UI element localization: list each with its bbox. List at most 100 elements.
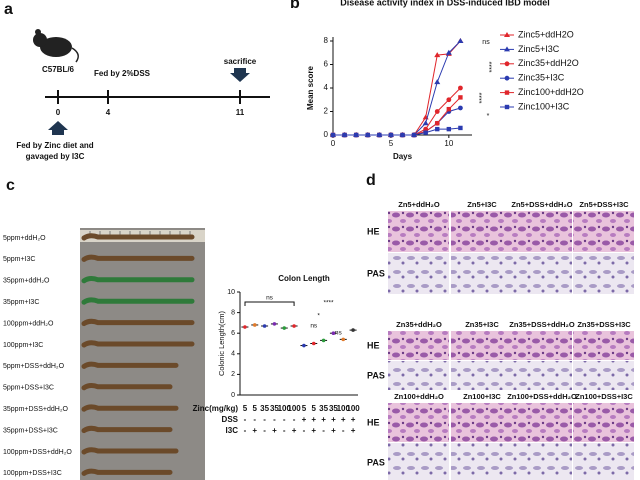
histology-image (451, 211, 512, 252)
table-cell: + (311, 415, 316, 424)
y-axis-label: Mean score (306, 65, 315, 110)
stain-label: PAS (367, 268, 385, 278)
y-axis-label: Colonic Length(cm) (217, 310, 226, 376)
photo-label: 100ppm+I3C (3, 342, 43, 349)
photo-label: 5ppm+DSS+I3C (3, 385, 54, 392)
y-tick-label: 2 (231, 371, 235, 378)
table-cell: + (351, 426, 356, 435)
stain-label: HE (367, 340, 380, 350)
dot (341, 337, 346, 342)
strain-label: C57BL/6 (42, 65, 75, 74)
table-label: DSS (222, 415, 239, 424)
histology-image (573, 253, 634, 294)
table-cell: 35 (319, 404, 328, 413)
table-cell: + (331, 426, 336, 435)
histology-image (511, 331, 572, 360)
diet-label: gavaged by I3C (26, 152, 85, 161)
timepoint: 11 (236, 108, 245, 117)
y-tick-label: 4 (231, 351, 235, 358)
colon (81, 297, 195, 305)
histology-image (451, 331, 512, 360)
mouse-icon (33, 29, 79, 63)
legend-label: Zinc35+ddH2O (518, 58, 579, 68)
significance: ns (266, 295, 274, 302)
significance: **** (479, 92, 486, 103)
histology-image (451, 253, 512, 294)
y-tick-label: 6 (324, 60, 329, 69)
photo-label: 100ppm+DSS+I3C (3, 470, 62, 477)
dot (311, 341, 316, 346)
colon (81, 340, 195, 348)
histology-header: Zn35+ddH₂O (396, 320, 442, 329)
series-line (333, 87, 461, 136)
colon (81, 276, 195, 284)
end-label: sacrifice (224, 57, 257, 66)
photo-label: 5ppm+DSS+ddH₂O (3, 363, 65, 370)
photo-label: 5ppm+I3C (3, 256, 36, 263)
dot (331, 331, 336, 336)
histology-header: Zn35+I3C (465, 320, 499, 329)
legend-label: Zinc5+ddH2O (518, 29, 574, 39)
legend-marker (504, 61, 510, 67)
series-line (333, 127, 461, 136)
colon (81, 361, 179, 369)
histology-image (511, 403, 572, 442)
marker (458, 125, 463, 131)
y-tick-label: 8 (324, 36, 329, 45)
marker (458, 95, 463, 100)
photo-label: 35ppm+ddH₂O (3, 278, 50, 285)
timepoint: 4 (106, 108, 111, 117)
histology-header: Zn5+I3C (467, 200, 497, 209)
dot (282, 326, 287, 330)
colon (81, 425, 173, 434)
histology-header: Zn100+ddH₂O (394, 392, 444, 401)
table-cell: + (351, 415, 356, 424)
table-cell: 35 (270, 404, 279, 413)
bracket (244, 301, 295, 306)
chart-title: Disease activity index in DSS-induced IB… (340, 0, 550, 7)
axis (239, 292, 358, 396)
histology-image (388, 253, 449, 294)
colon (81, 233, 195, 241)
table-label: I3C (226, 426, 239, 435)
stain-label: HE (367, 226, 380, 236)
chart-title: Colon Length (278, 274, 330, 283)
legend-marker (504, 46, 510, 52)
histology-header: Zn5+DSS+ddH₂O (511, 200, 572, 209)
colon (81, 468, 173, 476)
dot (272, 322, 277, 326)
table-cell: - (253, 415, 256, 424)
colon (81, 447, 179, 455)
marker (446, 126, 452, 132)
legend-marker (504, 90, 510, 95)
histology-image (451, 443, 512, 480)
up-arrow (48, 121, 68, 135)
marker (446, 106, 452, 112)
marker (458, 85, 463, 91)
dot (252, 323, 257, 327)
legend-label: Zinc100+ddH2O (518, 87, 584, 97)
table-cell: + (321, 415, 326, 424)
legend-marker (504, 32, 510, 37)
table-cell: - (273, 415, 276, 424)
series-line (333, 107, 461, 136)
significance: **** (323, 300, 334, 307)
photo-label: 5ppm+ddH₂O (3, 235, 46, 242)
histology-image (388, 211, 449, 252)
table-cell: - (244, 426, 247, 435)
table-cell: + (341, 415, 346, 424)
marker (342, 132, 347, 138)
colon (81, 404, 179, 412)
y-tick-label: 8 (231, 309, 235, 316)
series-line (333, 40, 461, 136)
significance: ns (335, 330, 343, 337)
table-cell: + (292, 426, 297, 435)
marker (365, 132, 370, 138)
y-tick-label: 10 (227, 289, 235, 296)
marker (446, 97, 452, 103)
marker (457, 38, 464, 43)
panel-letter: d (366, 172, 376, 189)
histology-image (573, 443, 634, 480)
histology-image (388, 361, 449, 390)
x-tick-label: 5 (389, 139, 394, 148)
